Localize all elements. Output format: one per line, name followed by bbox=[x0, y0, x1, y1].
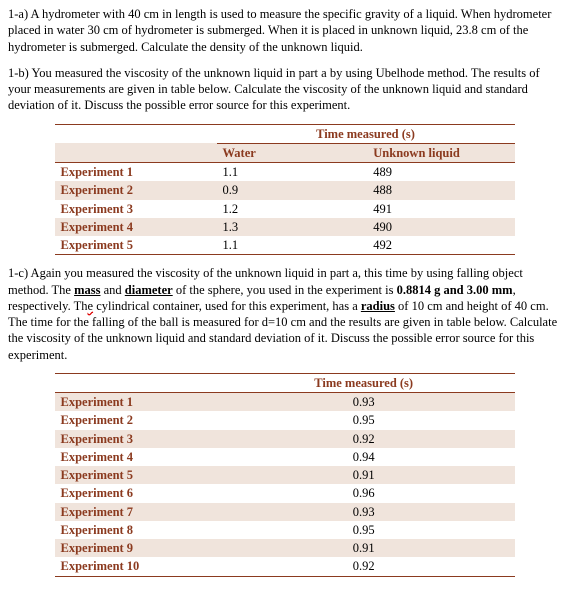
cell-time: 0.95 bbox=[213, 411, 515, 429]
cell-time: 0.93 bbox=[213, 503, 515, 521]
cell-time: 0.94 bbox=[213, 448, 515, 466]
row-label: Experiment 4 bbox=[55, 218, 217, 236]
paragraph-b: 1-b) You measured the viscosity of the u… bbox=[8, 65, 561, 114]
table-row: Experiment 30.92 bbox=[55, 430, 515, 448]
cell-time: 0.92 bbox=[213, 557, 515, 576]
cell-water: 1.1 bbox=[217, 163, 274, 182]
row-label: Experiment 2 bbox=[55, 411, 213, 429]
cell-water: 0.9 bbox=[217, 181, 274, 199]
cell-time: 0.92 bbox=[213, 430, 515, 448]
table-row: Experiment 20.95 bbox=[55, 411, 515, 429]
cell-unknown: 492 bbox=[273, 236, 514, 255]
cell-unknown: 488 bbox=[273, 181, 514, 199]
cell-unknown: 491 bbox=[273, 200, 514, 218]
row-label: Experiment 6 bbox=[55, 484, 213, 502]
row-label: Experiment 9 bbox=[55, 539, 213, 557]
row-label: Experiment 3 bbox=[55, 200, 217, 218]
cell-time: 0.91 bbox=[213, 466, 515, 484]
cell-time: 0.96 bbox=[213, 484, 515, 502]
cell-water: 1.1 bbox=[217, 236, 274, 255]
table-row: Experiment 80.95 bbox=[55, 521, 515, 539]
row-label: Experiment 7 bbox=[55, 503, 213, 521]
table-row: Experiment 51.1492 bbox=[55, 236, 515, 255]
table-row: Experiment 40.94 bbox=[55, 448, 515, 466]
table-row: Experiment 10.93 bbox=[55, 393, 515, 412]
table-row: Experiment 90.91 bbox=[55, 539, 515, 557]
table1-col-unknown: Unknown liquid bbox=[273, 143, 514, 162]
paragraph-c: 1-c) Again you measured the viscosity of… bbox=[8, 265, 561, 363]
table-row: Experiment 20.9488 bbox=[55, 181, 515, 199]
cell-water: 1.2 bbox=[217, 200, 274, 218]
paragraph-a: 1-a) A hydrometer with 40 cm in length i… bbox=[8, 6, 561, 55]
cell-unknown: 490 bbox=[273, 218, 514, 236]
row-label: Experiment 8 bbox=[55, 521, 213, 539]
row-label: Experiment 5 bbox=[55, 466, 213, 484]
row-label: Experiment 1 bbox=[55, 163, 217, 182]
row-label: Experiment 2 bbox=[55, 181, 217, 199]
row-label: Experiment 10 bbox=[55, 557, 213, 576]
table-water-unknown: Time measured (s) Water Unknown liquid E… bbox=[55, 124, 515, 256]
row-label: Experiment 4 bbox=[55, 448, 213, 466]
cell-time: 0.93 bbox=[213, 393, 515, 412]
table-row: Experiment 41.3490 bbox=[55, 218, 515, 236]
table-falling-object: Time measured (s) Experiment 10.93Experi… bbox=[55, 373, 515, 577]
cell-time: 0.91 bbox=[213, 539, 515, 557]
table-row: Experiment 11.1489 bbox=[55, 163, 515, 182]
table-row: Experiment 100.92 bbox=[55, 557, 515, 576]
table-row: Experiment 50.91 bbox=[55, 466, 515, 484]
table2-time-header: Time measured (s) bbox=[213, 373, 515, 392]
table-row: Experiment 70.93 bbox=[55, 503, 515, 521]
cell-time: 0.95 bbox=[213, 521, 515, 539]
cell-unknown: 489 bbox=[273, 163, 514, 182]
table-row: Experiment 60.96 bbox=[55, 484, 515, 502]
table1-col-water: Water bbox=[217, 143, 274, 162]
table-row: Experiment 31.2491 bbox=[55, 200, 515, 218]
row-label: Experiment 1 bbox=[55, 393, 213, 412]
row-label: Experiment 5 bbox=[55, 236, 217, 255]
table1-time-header: Time measured (s) bbox=[217, 124, 515, 143]
cell-water: 1.3 bbox=[217, 218, 274, 236]
row-label: Experiment 3 bbox=[55, 430, 213, 448]
